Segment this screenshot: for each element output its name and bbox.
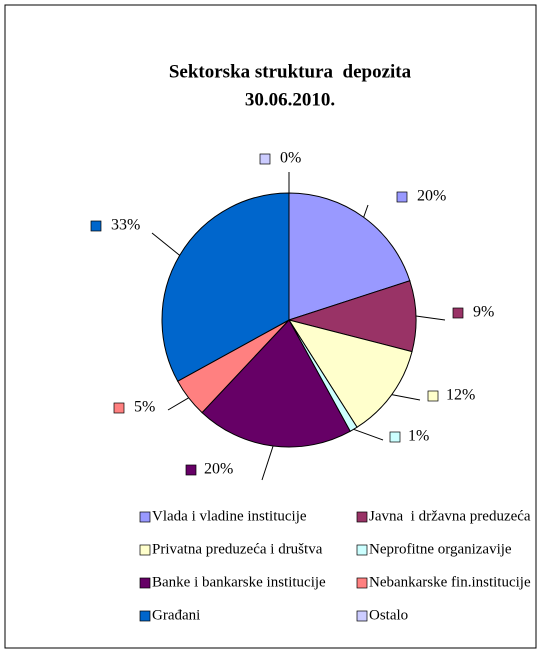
data-label: 5%	[134, 399, 155, 416]
leader-line	[151, 232, 180, 256]
legend-swatch	[139, 610, 151, 622]
legend-swatch	[356, 610, 368, 622]
pie-slice	[288, 192, 411, 321]
label-swatch	[389, 431, 401, 443]
legend-label: Javna i državna preduzeća	[369, 508, 531, 524]
leader-line	[415, 315, 446, 321]
legend-swatch	[139, 577, 151, 589]
label-swatch	[90, 220, 102, 232]
legend-swatch	[356, 577, 368, 589]
label-swatch	[427, 390, 439, 402]
legend-label: Vlada i vladine institucije	[152, 508, 307, 524]
leader-line	[391, 394, 421, 401]
leader-line	[363, 204, 369, 218]
leader-line	[353, 428, 384, 441]
legend-label: Neprofitne organizavije	[369, 541, 512, 557]
pie-slice	[287, 319, 413, 428]
pie-slice	[201, 319, 351, 448]
legend-swatch	[139, 544, 151, 556]
pie-slice	[161, 192, 290, 382]
data-label: 0%	[280, 150, 301, 167]
legend-swatch	[139, 511, 151, 523]
legend-label: Ostalo	[369, 607, 408, 623]
data-label: 20%	[417, 188, 446, 205]
chart-title: Sektorska struktura depozita	[169, 61, 412, 82]
data-label: 33%	[111, 217, 140, 234]
legend-label: Nebankarske fin.institucije	[369, 574, 531, 590]
label-swatch	[396, 191, 408, 203]
legend-swatch	[356, 544, 368, 556]
legend-label: Banke i bankarske institucije	[152, 574, 326, 590]
data-label: 9%	[473, 304, 494, 321]
label-swatch	[185, 464, 197, 476]
data-label: 20%	[204, 461, 233, 478]
leader-line	[261, 445, 274, 481]
leader-line	[167, 397, 189, 411]
data-label: 1%	[408, 428, 429, 445]
label-swatch	[259, 153, 271, 165]
chart-subtitle: 30.06.2010.	[245, 89, 335, 110]
legend-label: Privatna preduzeća i društva	[152, 541, 323, 557]
label-swatch	[113, 402, 125, 414]
data-label: 12%	[446, 387, 475, 404]
legend-label: Građani	[152, 607, 200, 623]
label-swatch	[452, 307, 464, 319]
legend-swatch	[356, 511, 368, 523]
